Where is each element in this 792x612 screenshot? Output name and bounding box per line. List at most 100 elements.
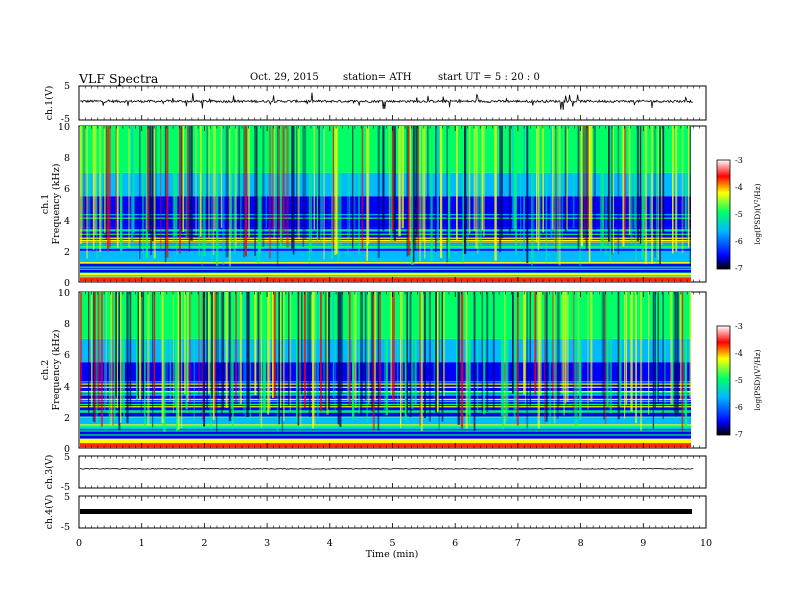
spectrogram-sferic: [688, 126, 690, 248]
spectrogram-sferic: [312, 292, 315, 429]
spectrogram-sferic: [339, 292, 342, 428]
ch2-colorbar-label: log(PSD)(V²/Hz): [753, 349, 762, 410]
spectrogram-sferic: [347, 292, 350, 402]
ch1-spec-ylabel-frequency: Frequency (kHz): [51, 164, 62, 245]
spectrogram-sferic: [656, 126, 658, 264]
spectrogram-sferic: [96, 292, 98, 423]
spectrogram-sferic: [406, 292, 408, 416]
spectrogram-sferic: [348, 126, 351, 239]
spectrogram-sferic: [308, 292, 311, 417]
spectrogram-sferic: [153, 292, 156, 397]
x-tick-label: 7: [515, 538, 521, 549]
spectrogram-sferic: [254, 292, 257, 396]
spectrogram-sferic: [116, 292, 119, 409]
spectrogram-sferic: [235, 292, 237, 403]
ch2-colorbar-tick: -5: [735, 376, 743, 385]
spectrogram-sferic: [174, 126, 177, 237]
spectrogram-sferic: [313, 292, 316, 425]
x-tick-label: 10: [700, 538, 712, 549]
spectrogram-sferic: [150, 126, 152, 256]
spectrogram-band: [80, 429, 691, 439]
spectrogram-tone-line: [80, 427, 691, 429]
spectrogram-sferic: [115, 126, 117, 237]
spectrogram-sferic: [411, 126, 414, 265]
spectrogram-sferic: [264, 292, 267, 411]
spectrogram-sferic: [416, 126, 418, 235]
spectrogram-tone-line: [80, 217, 691, 219]
spectrogram-sferic: [323, 292, 326, 403]
spectrogram-tone-line: [80, 259, 691, 261]
spectrogram-tone-line: [80, 273, 691, 275]
spectrogram-sferic: [105, 126, 107, 240]
spectrogram-tone-line: [80, 393, 691, 396]
spectrogram-sferic: [411, 292, 414, 409]
spectrogram-sferic: [473, 126, 476, 232]
spectrogram-sferic: [211, 292, 214, 399]
spectrogram-tone-line: [80, 400, 691, 402]
spectrogram-sferic: [385, 292, 388, 416]
spectrogram-sferic: [382, 126, 385, 231]
ch4-ytick-label: -5: [61, 522, 70, 533]
spectrogram-sferic: [464, 126, 467, 254]
spectrogram-sferic: [603, 292, 605, 420]
spectrogram-sferic: [118, 292, 121, 431]
spectrogram-sferic: [129, 292, 132, 407]
spectrogram-sferic: [86, 126, 88, 259]
x-axis-label: Time (min): [366, 549, 419, 560]
spectrogram-sferic: [529, 292, 532, 407]
spectrogram-sferic: [297, 292, 300, 426]
spectrogram-sferic: [584, 126, 586, 240]
spectrogram-sferic: [355, 292, 357, 409]
spectrogram-sferic: [176, 292, 178, 431]
spectrogram-sferic: [166, 292, 168, 398]
spectrogram-tone-line: [80, 214, 691, 216]
spectrogram-sferic: [504, 292, 506, 424]
spectrogram-sferic: [299, 292, 302, 427]
spectrogram-sferic: [513, 126, 516, 230]
spectrogram-tone-line: [80, 386, 691, 388]
spectrogram-sferic: [177, 292, 180, 430]
spectrogram-sferic: [308, 126, 311, 264]
ch1-colorbar: -3 -4 -5 -6 -7 log(PSD)(V²/Hz): [716, 156, 762, 273]
spectrogram-sferic: [468, 292, 471, 425]
spectrogram-sferic: [243, 292, 245, 415]
spectrogram-sferic: [174, 292, 177, 407]
spectrogram-sferic: [99, 126, 102, 252]
x-tick-label: 4: [327, 538, 333, 549]
spectrogram-sferic: [662, 292, 664, 420]
spectrogram-sferic: [556, 126, 559, 264]
ch2-spec-ytick-label: 0: [64, 444, 70, 455]
spectrogram-sferic: [693, 126, 694, 241]
spectrogram-sferic: [128, 126, 131, 248]
spectrogram-sferic: [80, 292, 83, 403]
ch1-colorbar-tick: -4: [735, 183, 743, 192]
figure-title: VLF Spectra: [79, 71, 159, 86]
spectrogram-sferic: [104, 126, 107, 233]
spectrogram-sferic: [214, 126, 216, 231]
spectrogram-sferic: [500, 126, 503, 239]
spectrogram-sferic: [657, 292, 659, 404]
spectrogram-sferic: [515, 126, 518, 254]
ch2-spec-ylabel-channel: ch.2: [40, 360, 51, 381]
spectrogram-sferic: [377, 292, 380, 431]
ch3-ylabel: ch.3(V): [44, 455, 55, 490]
spectrogram-sferic: [555, 126, 557, 253]
spectrogram-sferic: [644, 126, 648, 265]
spectrogram-sferic: [278, 126, 280, 237]
spectrogram-sferic: [604, 126, 608, 255]
ch1-spec-ylabel-channel: ch.1: [40, 194, 51, 215]
spectrogram-sferic: [619, 292, 622, 406]
spectrogram-tone-line: [80, 381, 691, 383]
spectrogram-sferic: [225, 292, 228, 408]
spectrogram-sferic: [400, 292, 402, 429]
spectrogram-tone-line: [80, 252, 691, 254]
spectrogram-sferic: [414, 126, 417, 251]
spectrogram-sferic: [283, 292, 285, 422]
spectrogram-sferic: [280, 126, 283, 247]
ch1-colorbar-label: log(PSD)(V²/Hz): [753, 183, 762, 244]
spectrogram-sferic: [419, 126, 422, 262]
spectrogram-sferic: [332, 126, 335, 249]
spectrogram-sferic: [436, 126, 439, 242]
spectrogram-sferic: [92, 126, 95, 250]
spectrogram-sferic: [670, 292, 673, 405]
